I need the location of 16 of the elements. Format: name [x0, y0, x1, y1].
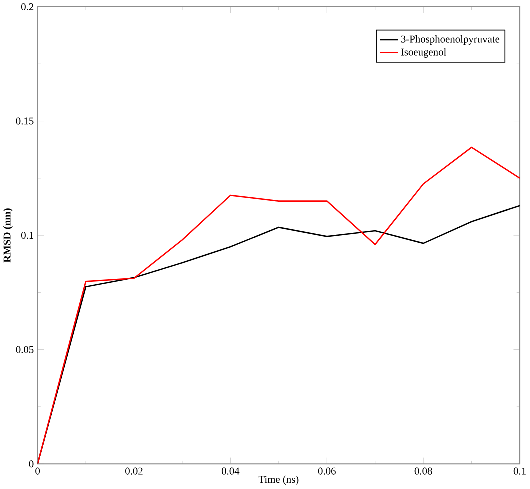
legend-label: 3-Phosphoenolpyruvate — [401, 36, 500, 46]
y-tick-label: 0.2 — [21, 4, 34, 11]
x-tick-label: 0.06 — [318, 468, 336, 476]
x-axis-title: Time (ns) — [258, 476, 299, 486]
x-tick-label: 0 — [36, 468, 40, 475]
legend-label: Isoeugenol — [401, 48, 446, 58]
y-tick-label: 0 — [29, 460, 34, 468]
line-series — [38, 147, 520, 464]
x-tick-label: 0.04 — [222, 468, 240, 476]
y-tick-label: 0.15 — [16, 118, 34, 125]
x-tick-label: 0.1 — [514, 468, 526, 476]
y-axis-title: RMSD (nm) — [3, 208, 13, 263]
x-tick-label: 0.08 — [414, 468, 432, 476]
x-tick-label: 0.02 — [126, 468, 143, 476]
y-tick-label: 0.1 — [21, 232, 34, 240]
y-tick-label: 0.05 — [16, 346, 34, 354]
